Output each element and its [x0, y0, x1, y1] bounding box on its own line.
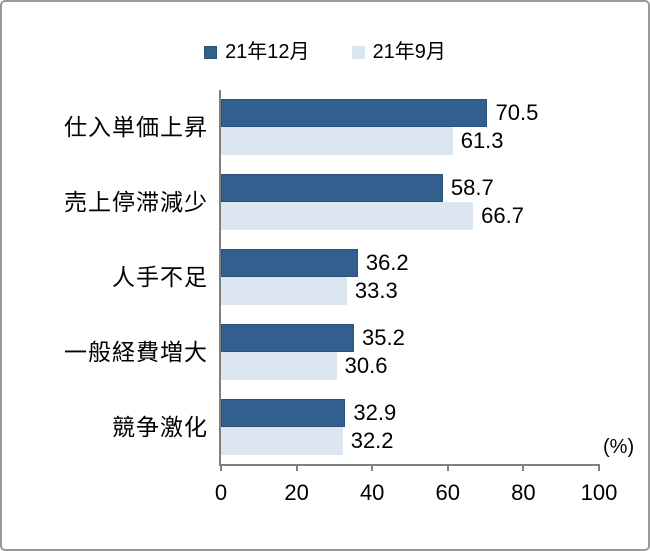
category-label-2: 人手不足 — [112, 264, 208, 290]
x-axis-tick-label-100: 100 — [580, 480, 618, 505]
x-axis-tick-80 — [522, 464, 525, 471]
x-axis-unit-label: (%) — [603, 436, 635, 458]
category-label-1: 売上停滞減少 — [64, 189, 208, 216]
bar-dec21-1 — [221, 174, 443, 203]
value-label-sep21-4: 32.2 — [350, 427, 394, 453]
plot-area: 70.5 61.3 58.7 66.7 36.2 33.3 35.2 30.6 32.9 32.2… — [215, 90, 617, 504]
category-label-4: 競争激化 — [112, 413, 208, 440]
x-axis-tick-label-80: 80 — [511, 480, 536, 505]
x-axis-tick-20 — [295, 464, 298, 471]
bar-sep21-2 — [221, 277, 347, 305]
x-axis-tick-40 — [371, 464, 374, 471]
category-label-3: 一般経費増大 — [64, 338, 208, 365]
legend-item-sep21: 21年9月 — [351, 40, 446, 64]
x-axis-tick-label-60: 60 — [435, 480, 461, 505]
chart-legend: 21年12月 21年9月 — [2, 40, 648, 64]
legend-label-dec21: 21年12月 — [225, 41, 310, 63]
value-label-sep21-3: 30.6 — [344, 352, 388, 378]
bar-sep21-3 — [221, 351, 337, 380]
x-axis-tick-0 — [220, 464, 222, 471]
value-label-dec21-4: 32.9 — [353, 399, 397, 425]
value-label-dec21-1: 58.7 — [450, 175, 494, 201]
value-label-sep21-1: 66.7 — [481, 203, 524, 229]
bar-dec21-4 — [221, 398, 346, 427]
value-label-dec21-0: 70.5 — [495, 100, 539, 126]
x-axis-tick-100 — [598, 464, 600, 471]
value-label-dec21-2: 36.2 — [365, 250, 409, 275]
legend-label-sep21: 21年9月 — [372, 41, 446, 63]
legend-swatch-dec21 — [204, 45, 218, 59]
value-label-sep21-0: 61.3 — [460, 128, 504, 154]
x-axis-tick-60 — [446, 464, 449, 471]
x-axis-tick-label-0: 0 — [214, 480, 228, 505]
bar-sep21-0 — [221, 127, 453, 156]
x-axis-tick-label-20: 20 — [284, 480, 309, 505]
x-axis-tick-label-40: 40 — [359, 480, 385, 505]
value-label-dec21-3: 35.2 — [362, 324, 405, 350]
category-label-0: 仕入単価上昇 — [64, 114, 208, 141]
bar-dec21-0 — [221, 99, 488, 128]
bar-sep21-4 — [221, 426, 343, 455]
value-label-sep21-2: 33.3 — [354, 278, 398, 303]
bar-dec21-2 — [221, 249, 358, 277]
legend-swatch-sep21 — [351, 45, 365, 59]
bar-dec21-3 — [221, 323, 355, 352]
legend-item-dec21: 21年12月 — [204, 40, 310, 64]
bar-sep21-1 — [221, 202, 474, 231]
